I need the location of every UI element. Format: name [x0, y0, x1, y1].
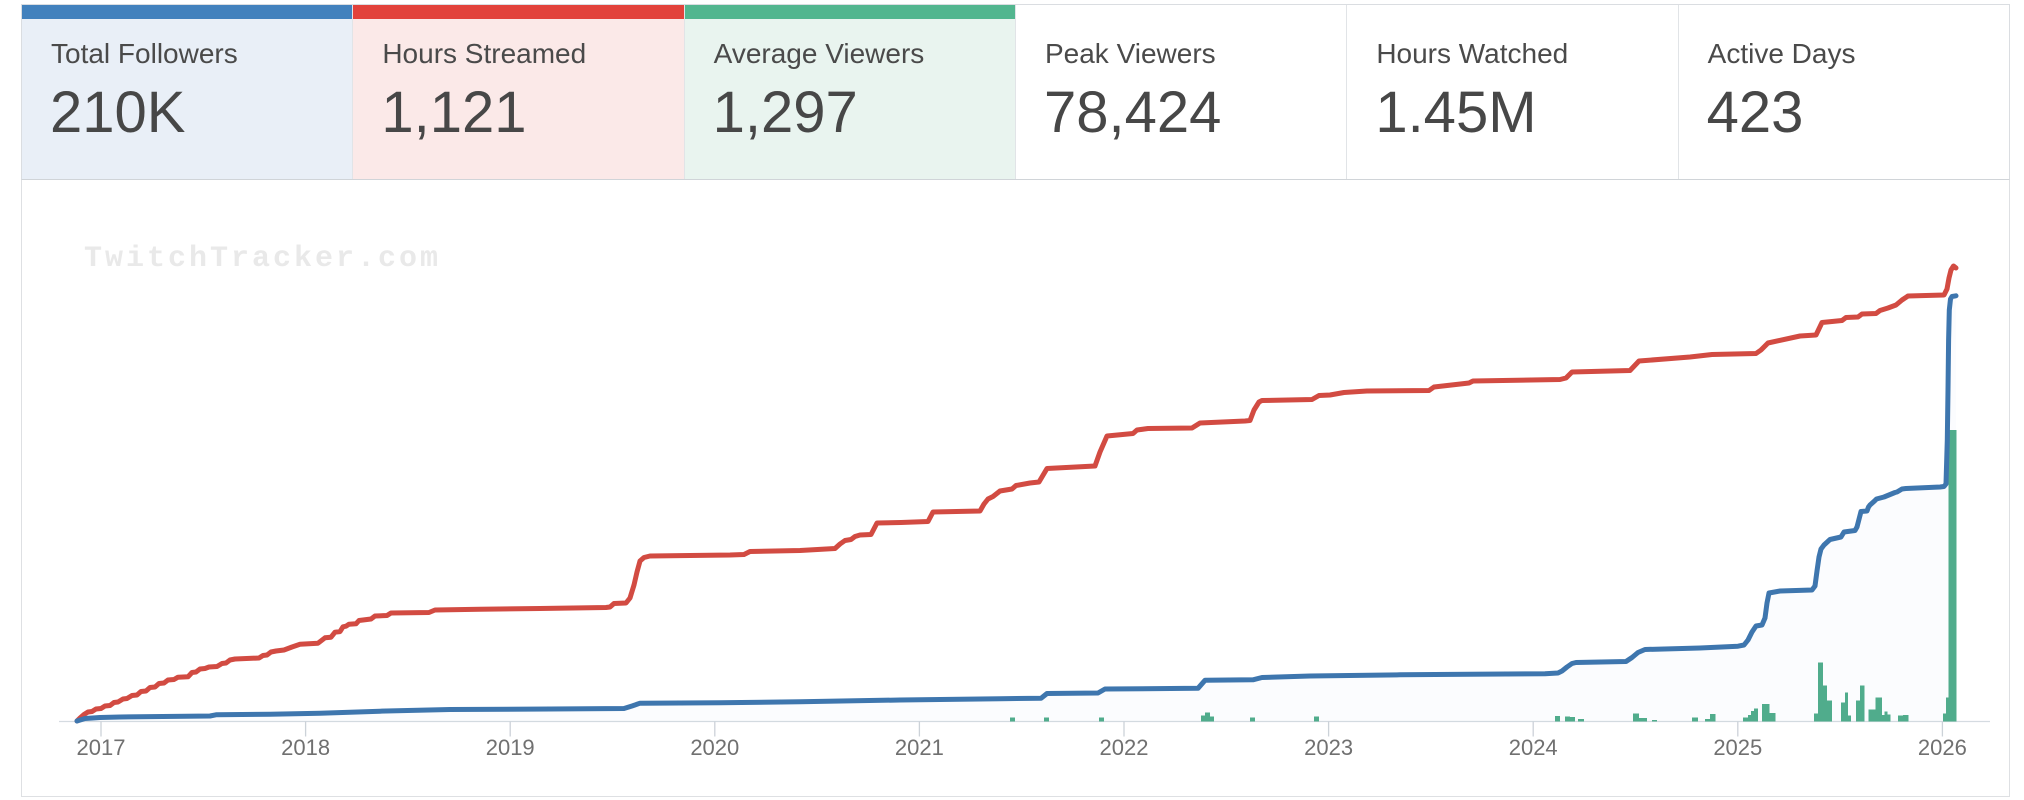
svg-text:2026: 2026: [1918, 735, 1967, 760]
svg-text:2019: 2019: [486, 735, 535, 760]
svg-text:2022: 2022: [1100, 735, 1149, 760]
svg-text:2018: 2018: [281, 735, 330, 760]
svg-text:2025: 2025: [1713, 735, 1762, 760]
svg-text:TwitchTracker.com: TwitchTracker.com: [84, 242, 441, 276]
svg-text:2024: 2024: [1509, 735, 1558, 760]
svg-text:2021: 2021: [895, 735, 944, 760]
svg-text:2020: 2020: [690, 735, 739, 760]
svg-text:2023: 2023: [1304, 735, 1353, 760]
svg-text:2017: 2017: [77, 735, 126, 760]
